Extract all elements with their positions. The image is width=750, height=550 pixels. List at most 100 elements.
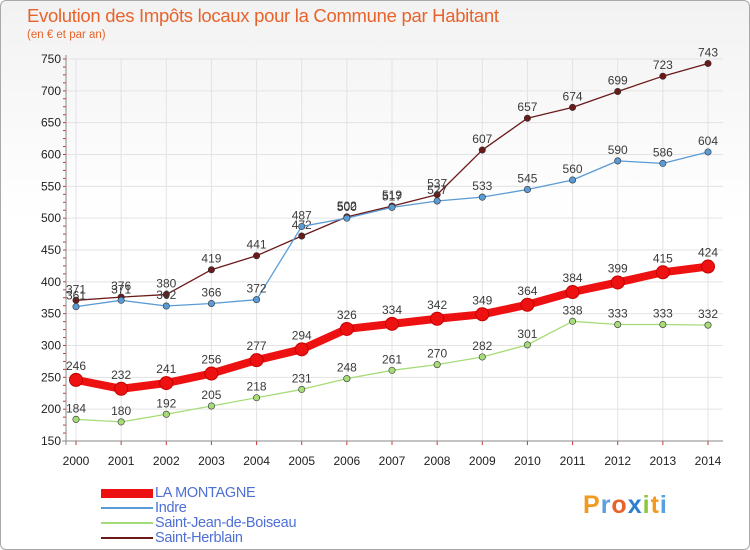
data-label: 419	[201, 252, 221, 266]
data-label: 333	[653, 306, 673, 320]
data-label: 399	[608, 261, 628, 275]
data-label: 361	[66, 289, 86, 303]
data-label: 415	[653, 251, 673, 265]
data-point	[114, 381, 129, 396]
data-point	[569, 317, 577, 325]
legend-swatch	[101, 537, 153, 539]
data-point	[659, 159, 667, 167]
data-label: 371	[66, 282, 86, 296]
legend-label: LA MONTAGNE	[155, 485, 256, 501]
data-point	[433, 361, 441, 369]
data-label: 246	[66, 359, 86, 373]
data-point	[704, 59, 712, 67]
data-point	[614, 320, 622, 328]
data-label: 371	[111, 282, 131, 296]
x-tick-label: 2005	[288, 454, 315, 468]
data-label: 743	[698, 45, 718, 59]
data-label: 657	[517, 100, 537, 114]
data-point	[523, 341, 531, 349]
x-tick-label: 2003	[198, 454, 225, 468]
data-point	[523, 186, 531, 194]
x-tick-label: 2002	[153, 454, 180, 468]
data-label: 545	[517, 172, 537, 186]
data-point	[253, 296, 261, 304]
data-point	[298, 385, 306, 393]
legend-label: Indre	[155, 500, 187, 516]
data-point	[520, 297, 535, 312]
data-label: 364	[517, 284, 537, 298]
data-label: 699	[608, 73, 628, 87]
y-tick-label: 750	[41, 52, 61, 66]
data-label: 333	[608, 306, 628, 320]
data-label: 372	[247, 282, 267, 296]
y-tick-label: 550	[41, 179, 61, 193]
x-tick-label: 2006	[334, 454, 361, 468]
data-label: 261	[382, 352, 402, 366]
data-point	[385, 316, 399, 331]
y-tick-label: 350	[41, 307, 61, 321]
data-point	[430, 311, 445, 326]
data-point	[249, 353, 264, 368]
data-label: 487	[292, 208, 312, 222]
data-point	[433, 197, 441, 205]
data-label: 527	[427, 183, 447, 197]
data-point	[298, 232, 306, 240]
data-label: 184	[66, 401, 86, 415]
data-label: 376	[111, 279, 131, 293]
data-label: 326	[337, 308, 357, 322]
logo-letter: o	[611, 491, 628, 519]
x-tick-label: 2011	[560, 454, 586, 468]
data-point	[478, 193, 486, 201]
y-tick-label: 650	[41, 116, 61, 130]
data-point	[701, 259, 715, 274]
data-label: 282	[472, 339, 492, 353]
data-point	[614, 87, 622, 95]
data-point	[343, 214, 351, 222]
logo-letter: P	[583, 491, 601, 519]
data-label: 441	[247, 238, 267, 252]
data-label: 338	[563, 303, 583, 317]
data-point	[162, 291, 170, 299]
data-point	[207, 266, 215, 274]
legend-label: Saint-Jean-de-Boiseau	[155, 515, 297, 531]
y-tick-label: 400	[41, 275, 61, 289]
data-label: 332	[698, 307, 718, 321]
data-point	[72, 415, 80, 423]
data-label: 205	[201, 388, 221, 402]
x-tick-label: 2008	[424, 454, 451, 468]
data-point	[478, 353, 486, 361]
data-label: 590	[608, 143, 628, 157]
y-tick-label: 700	[41, 84, 61, 98]
data-label: 517	[382, 189, 402, 203]
legend-swatch	[101, 507, 153, 509]
data-point	[117, 418, 125, 426]
y-tick-label: 250	[41, 370, 61, 384]
y-tick-label: 200	[41, 402, 61, 416]
data-label: 586	[653, 145, 673, 159]
logo-letter: x	[627, 491, 643, 519]
data-point	[388, 366, 396, 374]
data-label: 231	[292, 371, 312, 385]
y-tick-label: 450	[41, 243, 61, 257]
data-point	[478, 146, 486, 154]
logo-letter: i	[659, 491, 668, 519]
data-point	[614, 157, 622, 165]
legend-label: Saint-Herblain	[155, 530, 243, 546]
data-label: 248	[337, 361, 357, 375]
data-label: 232	[111, 368, 131, 382]
data-label: 342	[427, 298, 447, 312]
data-point	[294, 342, 309, 357]
data-label: 366	[201, 285, 221, 299]
data-point	[569, 176, 577, 184]
data-label: 384	[563, 271, 583, 285]
y-tick-label: 600	[41, 148, 61, 162]
data-point	[298, 222, 306, 230]
data-point	[610, 275, 625, 290]
data-label: 560	[563, 162, 583, 176]
data-label: 192	[156, 396, 176, 410]
y-tick-label: 500	[41, 211, 61, 225]
data-label: 424	[698, 246, 718, 260]
data-label: 218	[247, 380, 267, 394]
data-label: 180	[111, 404, 131, 418]
y-tick-label: 300	[41, 339, 61, 353]
